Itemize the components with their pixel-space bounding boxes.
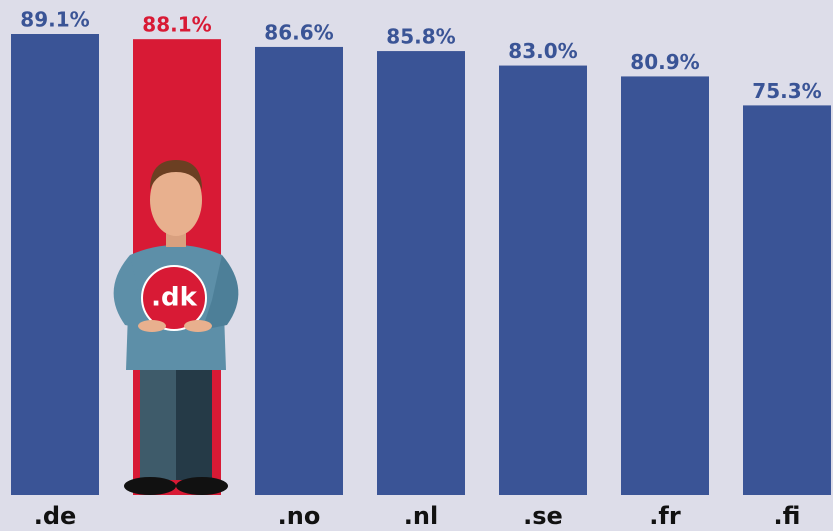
category-label: .de: [34, 502, 77, 530]
person-illustration: .dk: [113, 160, 239, 495]
bar: [743, 105, 831, 496]
value-label: 75.3%: [752, 79, 821, 103]
bar: [499, 65, 587, 496]
value-label: 89.1%: [20, 8, 89, 32]
category-label: .fi: [774, 502, 801, 530]
bar: [377, 51, 465, 496]
shoe: [124, 477, 176, 495]
value-label: 88.1%: [142, 13, 211, 37]
value-label: 83.0%: [508, 39, 577, 63]
hand: [138, 320, 166, 332]
leg: [176, 360, 212, 480]
category-label: .nl: [404, 502, 438, 530]
hair: [150, 160, 202, 190]
value-label: 85.8%: [386, 25, 455, 49]
value-label: 80.9%: [630, 50, 699, 74]
bar: [11, 34, 99, 495]
arm: [113, 255, 150, 330]
leg: [140, 360, 176, 480]
bars: [11, 34, 831, 496]
arm: [202, 255, 239, 330]
bar: [621, 76, 709, 496]
category-label: .fr: [649, 502, 681, 530]
ball: [141, 265, 207, 331]
category-label: .se: [523, 502, 563, 530]
ball-label: .dk: [151, 283, 197, 313]
value-label: 86.6%: [264, 20, 333, 44]
category-label: .no: [278, 502, 321, 530]
bar: [255, 46, 343, 495]
shoe: [176, 477, 228, 495]
hand: [184, 320, 212, 332]
head: [150, 164, 202, 236]
